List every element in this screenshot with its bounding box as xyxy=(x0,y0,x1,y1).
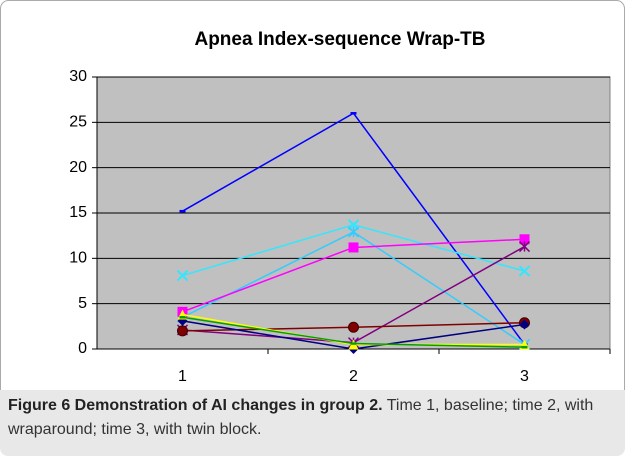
marker xyxy=(518,265,531,277)
chart: Apnea Index-sequence Wrap-TB 0 5 10 15 20 25 3… xyxy=(0,0,625,401)
y-tick-label: 5 xyxy=(78,295,87,312)
caption: Figure 6 Demonstration of AI changes in … xyxy=(0,390,625,456)
marker xyxy=(176,269,189,282)
x-tick-label: 3 xyxy=(520,368,529,385)
marker xyxy=(519,319,530,330)
marker xyxy=(518,241,531,253)
marker xyxy=(347,226,360,238)
y-tick-label: 20 xyxy=(69,159,87,176)
y-tick-label: 15 xyxy=(69,204,87,221)
caption-text: Time 1, baseline; time 2, with wraparoun… xyxy=(8,397,594,438)
y-tick-label: 10 xyxy=(69,250,87,267)
y-tick-label: 25 xyxy=(69,114,87,131)
x-tick-label: 2 xyxy=(349,368,358,385)
y-tick-label: 30 xyxy=(69,68,87,85)
y-tick-label: 0 xyxy=(78,340,87,357)
marker xyxy=(348,242,359,253)
chart-title: Apnea Index-sequence Wrap-TB xyxy=(194,29,485,50)
marker xyxy=(348,321,359,333)
x-tick-label: 1 xyxy=(178,368,187,385)
caption-label: Figure 6 Demonstration of AI changes in … xyxy=(8,397,383,414)
marker xyxy=(519,234,530,245)
marker xyxy=(177,325,188,337)
